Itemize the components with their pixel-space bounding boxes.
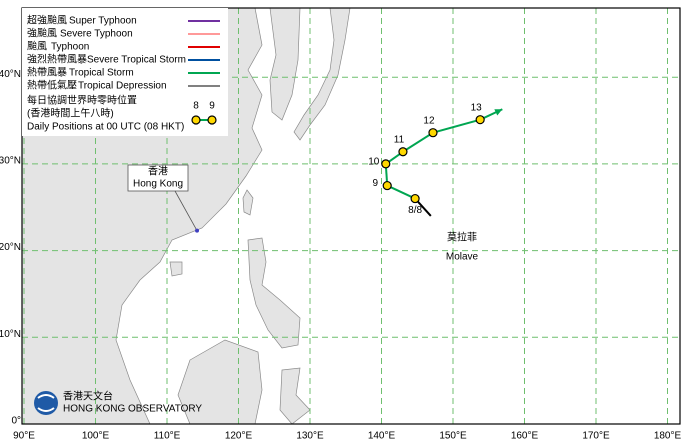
hk-label-box (127, 164, 189, 192)
lon-tick-label: 160°E (511, 431, 539, 442)
lat-tick-label: 10°N (0, 329, 21, 340)
legend-en: Tropical Depression (78, 81, 167, 92)
daily-position (428, 128, 438, 138)
lon-tick-label: 130°E (296, 431, 324, 442)
legend-en: Tropical Storm (69, 68, 134, 79)
hk-en: Hong Kong (133, 179, 183, 190)
track-arrow (494, 109, 503, 116)
positions-en: Daily Positions at 00 UTC (08 HKT) (27, 122, 184, 133)
lon-tick-label: 90°E (13, 431, 35, 442)
japan (293, 7, 351, 141)
lat-tick-label: 40°N (0, 69, 21, 80)
positions-zh2: (香港時間上午八時) (27, 107, 114, 120)
map-frame (21, 7, 681, 425)
logo-en: HONG KONG OBSERVATORY (63, 404, 202, 415)
legend-zh: 強烈熱帶風暴 (27, 53, 87, 66)
position-label: 11 (394, 134, 405, 145)
legend-sample-dot (207, 115, 217, 125)
position-label: 10 (368, 157, 380, 168)
lon-tick-label: 170°E (582, 431, 610, 442)
positions-zh: 每日協調世界時零時位置 (27, 94, 137, 107)
daily-position (398, 147, 408, 157)
hainan (169, 261, 183, 277)
legend-sample-label: 8 (193, 101, 199, 112)
lon-tick-label: 120°E (225, 431, 253, 442)
legend-zh: 熱帶風暴 (27, 66, 67, 79)
lat-tick-label: 30°N (0, 156, 21, 167)
taiwan (242, 189, 254, 216)
position-label: 8/8 (408, 205, 422, 216)
track-segment (402, 131, 434, 153)
logo-swirl (37, 394, 55, 412)
lon-tick-label: 140°E (368, 431, 396, 442)
position-label: 9 (372, 178, 378, 189)
lat-tick-label: 0° (11, 416, 21, 427)
daily-position (381, 159, 391, 169)
daily-position (410, 193, 420, 204)
hk-zh: 香港 (148, 166, 168, 178)
lon-tick-label: 180°E (654, 431, 682, 442)
daily-position (475, 115, 485, 125)
legend-en: Severe Tropical Storm (87, 55, 186, 66)
position-label: 13 (471, 102, 483, 113)
legend-zh: 強颱風 (27, 27, 57, 40)
hk-pointer (174, 190, 198, 231)
legend-en: Typhoon (51, 42, 89, 53)
hk-location (195, 228, 200, 233)
legend-sample-label: 9 (209, 101, 215, 112)
korea (269, 7, 301, 121)
track-segment (432, 118, 481, 134)
storm-name-zh: 莫拉菲 (447, 231, 477, 244)
storm-name-en: Molave (446, 252, 479, 263)
logo-zh: 香港天文台 (63, 390, 113, 403)
legend-en: Super Typhoon (69, 16, 137, 27)
daily-position (382, 180, 392, 191)
lon-tick-label: 150°E (439, 431, 467, 442)
philippines (247, 237, 301, 349)
lon-tick-label: 110°E (154, 431, 181, 442)
legend-zh: 超強颱風 (27, 14, 67, 27)
legend-en: Severe Typhoon (60, 29, 133, 40)
borneo (177, 339, 263, 425)
legend-zh: 熱帶低氣壓 (27, 79, 77, 92)
legend-zh: 颱風 (27, 41, 47, 53)
lon-tick-label: 100°E (82, 431, 110, 442)
track-segment (386, 184, 416, 200)
legend-sample-dot (191, 115, 201, 125)
position-label: 12 (423, 115, 435, 126)
lat-tick-label: 20°N (0, 242, 21, 253)
